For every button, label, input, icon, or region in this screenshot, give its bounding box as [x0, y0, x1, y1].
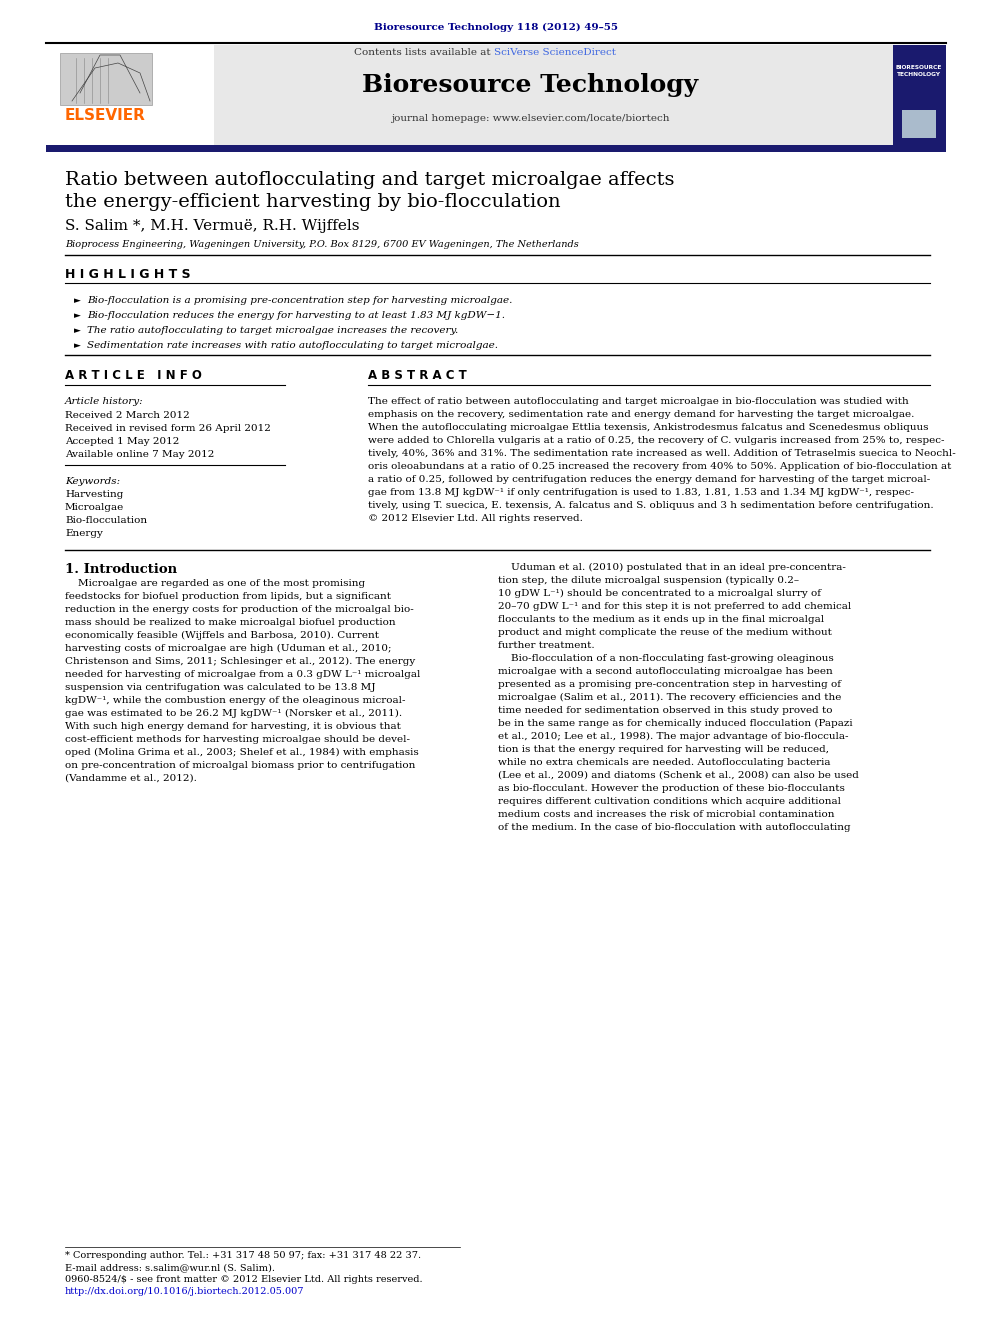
Text: ELSEVIER: ELSEVIER	[64, 108, 146, 123]
Text: SciVerse ScienceDirect: SciVerse ScienceDirect	[494, 48, 616, 57]
Text: When the autoflocculating microalgae Ettlia texensis, Ankistrodesmus falcatus an: When the autoflocculating microalgae Ett…	[368, 423, 929, 433]
Text: Received 2 March 2012: Received 2 March 2012	[65, 411, 189, 419]
Text: Harvesting: Harvesting	[65, 490, 123, 499]
Bar	[46, 45, 946, 146]
Text: The effect of ratio between autoflocculating and target microalgae in bio-floccu: The effect of ratio between autofloccula…	[368, 397, 909, 406]
Text: Bio-flocculation: Bio-flocculation	[65, 516, 147, 525]
Text: on pre-concentration of microalgal biomass prior to centrifugation: on pre-concentration of microalgal bioma…	[65, 761, 416, 770]
Text: ►: ►	[74, 341, 81, 351]
Text: requires different cultivation conditions which acquire additional: requires different cultivation condition…	[498, 796, 841, 806]
Text: Uduman et al. (2010) postulated that in an ideal pre-concentra-: Uduman et al. (2010) postulated that in …	[498, 564, 846, 572]
Text: a ratio of 0.25, followed by centrifugation reduces the energy demand for harves: a ratio of 0.25, followed by centrifugat…	[368, 475, 930, 484]
Text: oris oleoabundans at a ratio of 0.25 increased the recovery from 40% to 50%. App: oris oleoabundans at a ratio of 0.25 inc…	[368, 462, 951, 471]
Text: * Corresponding author. Tel.: +31 317 48 50 97; fax: +31 317 48 22 37.: * Corresponding author. Tel.: +31 317 48…	[65, 1252, 422, 1259]
Text: mass should be realized to make microalgal biofuel production: mass should be realized to make microalg…	[65, 618, 396, 627]
Text: Energy: Energy	[65, 529, 103, 538]
Text: http://dx.doi.org/10.1016/j.biortech.2012.05.007: http://dx.doi.org/10.1016/j.biortech.201…	[65, 1287, 305, 1297]
Text: Received in revised form 26 April 2012: Received in revised form 26 April 2012	[65, 423, 271, 433]
Text: flocculants to the medium as it ends up in the final microalgal: flocculants to the medium as it ends up …	[498, 615, 824, 624]
Bar	[46, 146, 946, 152]
Text: BIORESOURCE
TECHNOLOGY: BIORESOURCE TECHNOLOGY	[896, 65, 942, 77]
Text: 1. Introduction: 1. Introduction	[65, 564, 178, 576]
Text: Bioresource Technology 118 (2012) 49–55: Bioresource Technology 118 (2012) 49–55	[374, 22, 618, 32]
Text: microalgae with a second autoflocculating microalgae has been: microalgae with a second autoflocculatin…	[498, 667, 832, 676]
Text: presented as a promising pre-concentration step in harvesting of: presented as a promising pre-concentrati…	[498, 680, 841, 689]
Text: were added to Chlorella vulgaris at a ratio of 0.25, the recovery of C. vulgaris: were added to Chlorella vulgaris at a ra…	[368, 437, 944, 445]
Text: gae from 13.8 MJ kgDW⁻¹ if only centrifugation is used to 1.83, 1.81, 1.53 and 1: gae from 13.8 MJ kgDW⁻¹ if only centrifu…	[368, 488, 914, 497]
Text: Bioresource Technology: Bioresource Technology	[362, 73, 698, 97]
Text: A R T I C L E   I N F O: A R T I C L E I N F O	[65, 369, 202, 382]
Text: further treatment.: further treatment.	[498, 642, 594, 650]
Text: Article history:: Article history:	[65, 397, 144, 406]
Text: Bio-flocculation reduces the energy for harvesting to at least 1.83 MJ kgDW−1.: Bio-flocculation reduces the energy for …	[87, 311, 505, 320]
Text: ►: ►	[74, 311, 81, 320]
Text: Christenson and Sims, 2011; Schlesinger et al., 2012). The energy: Christenson and Sims, 2011; Schlesinger …	[65, 658, 416, 665]
Text: harvesting costs of microalgae are high (Uduman et al., 2010;: harvesting costs of microalgae are high …	[65, 644, 392, 654]
Text: oped (Molina Grima et al., 2003; Shelef et al., 1984) with emphasis: oped (Molina Grima et al., 2003; Shelef …	[65, 747, 419, 757]
Text: tively, 40%, 36% and 31%. The sedimentation rate increased as well. Addition of : tively, 40%, 36% and 31%. The sedimentat…	[368, 448, 955, 458]
Text: of the medium. In the case of bio-flocculation with autoflocculating: of the medium. In the case of bio-floccu…	[498, 823, 850, 832]
Bar	[60, 53, 152, 105]
Bar	[46, 45, 214, 146]
Text: Bio-flocculation is a promising pre-concentration step for harvesting microalgae: Bio-flocculation is a promising pre-conc…	[87, 296, 513, 306]
Text: 20–70 gDW L⁻¹ and for this step it is not preferred to add chemical: 20–70 gDW L⁻¹ and for this step it is no…	[498, 602, 851, 611]
Bar	[902, 110, 936, 138]
Text: Bioprocess Engineering, Wageningen University, P.O. Box 8129, 6700 EV Wageningen: Bioprocess Engineering, Wageningen Unive…	[65, 239, 578, 249]
Text: journal homepage: www.elsevier.com/locate/biortech: journal homepage: www.elsevier.com/locat…	[391, 114, 670, 123]
Text: Keywords:: Keywords:	[65, 478, 120, 486]
Text: © 2012 Elsevier Ltd. All rights reserved.: © 2012 Elsevier Ltd. All rights reserved…	[368, 515, 583, 523]
Text: tively, using T. suecica, E. texensis, A. falcatus and S. obliquus and 3 h sedim: tively, using T. suecica, E. texensis, A…	[368, 501, 933, 509]
Text: microalgae (Salim et al., 2011). The recovery efficiencies and the: microalgae (Salim et al., 2011). The rec…	[498, 693, 841, 703]
Text: E-mail address: s.salim@wur.nl (S. Salim).: E-mail address: s.salim@wur.nl (S. Salim…	[65, 1263, 275, 1271]
Text: A B S T R A C T: A B S T R A C T	[368, 369, 467, 382]
Text: Microalgae: Microalgae	[65, 503, 124, 512]
Text: H I G H L I G H T S: H I G H L I G H T S	[65, 269, 190, 280]
Text: feedstocks for biofuel production from lipids, but a significant: feedstocks for biofuel production from l…	[65, 591, 391, 601]
Text: economically feasible (Wijffels and Barbosa, 2010). Current: economically feasible (Wijffels and Barb…	[65, 631, 379, 640]
Text: the energy-efficient harvesting by bio-flocculation: the energy-efficient harvesting by bio-f…	[65, 193, 560, 210]
Text: Accepted 1 May 2012: Accepted 1 May 2012	[65, 437, 180, 446]
Text: cost-efficient methods for harvesting microalgae should be devel-: cost-efficient methods for harvesting mi…	[65, 736, 410, 744]
Text: ►: ►	[74, 325, 81, 335]
Text: Sedimentation rate increases with ratio autoflocculating to target microalgae.: Sedimentation rate increases with ratio …	[87, 341, 498, 351]
Text: as bio-flocculant. However the production of these bio-flocculants: as bio-flocculant. However the productio…	[498, 785, 845, 792]
Text: ►: ►	[74, 296, 81, 306]
Text: 0960-8524/$ - see front matter © 2012 Elsevier Ltd. All rights reserved.: 0960-8524/$ - see front matter © 2012 El…	[65, 1275, 423, 1285]
Text: tion step, the dilute microalgal suspension (typically 0.2–: tion step, the dilute microalgal suspens…	[498, 576, 800, 585]
Text: medium costs and increases the risk of microbial contamination: medium costs and increases the risk of m…	[498, 810, 834, 819]
Bar	[893, 45, 946, 146]
Text: needed for harvesting of microalgae from a 0.3 gDW L⁻¹ microalgal: needed for harvesting of microalgae from…	[65, 669, 421, 679]
Text: emphasis on the recovery, sedimentation rate and energy demand for harvesting th: emphasis on the recovery, sedimentation …	[368, 410, 915, 419]
Text: (Lee et al., 2009) and diatoms (Schenk et al., 2008) can also be used: (Lee et al., 2009) and diatoms (Schenk e…	[498, 771, 859, 781]
Text: With such high energy demand for harvesting, it is obvious that: With such high energy demand for harvest…	[65, 722, 401, 732]
Text: suspension via centrifugation was calculated to be 13.8 MJ: suspension via centrifugation was calcul…	[65, 683, 376, 692]
Text: product and might complicate the reuse of the medium without: product and might complicate the reuse o…	[498, 628, 832, 636]
Text: 10 gDW L⁻¹) should be concentrated to a microalgal slurry of: 10 gDW L⁻¹) should be concentrated to a …	[498, 589, 821, 598]
Text: Available online 7 May 2012: Available online 7 May 2012	[65, 450, 214, 459]
Text: Ratio between autoflocculating and target microalgae affects: Ratio between autoflocculating and targe…	[65, 171, 675, 189]
Text: time needed for sedimentation observed in this study proved to: time needed for sedimentation observed i…	[498, 706, 832, 714]
Text: while no extra chemicals are needed. Autoflocculating bacteria: while no extra chemicals are needed. Aut…	[498, 758, 830, 767]
Text: be in the same range as for chemically induced flocculation (Papazi: be in the same range as for chemically i…	[498, 718, 853, 728]
Text: et al., 2010; Lee et al., 1998). The major advantage of bio-floccula-: et al., 2010; Lee et al., 1998). The maj…	[498, 732, 848, 741]
Text: tion is that the energy required for harvesting will be reduced,: tion is that the energy required for har…	[498, 745, 829, 754]
Text: Contents lists available at: Contents lists available at	[354, 48, 494, 57]
Text: kgDW⁻¹, while the combustion energy of the oleaginous microal-: kgDW⁻¹, while the combustion energy of t…	[65, 696, 406, 705]
Text: Bio-flocculation of a non-flocculating fast-growing oleaginous: Bio-flocculation of a non-flocculating f…	[498, 654, 833, 663]
Text: reduction in the energy costs for production of the microalgal bio-: reduction in the energy costs for produc…	[65, 605, 414, 614]
Text: The ratio autoflocculating to target microalgae increases the recovery.: The ratio autoflocculating to target mic…	[87, 325, 458, 335]
Text: gae was estimated to be 26.2 MJ kgDW⁻¹ (Norsker et al., 2011).: gae was estimated to be 26.2 MJ kgDW⁻¹ (…	[65, 709, 402, 718]
Text: (Vandamme et al., 2012).: (Vandamme et al., 2012).	[65, 774, 196, 783]
Text: S. Salim *, M.H. Vermuë, R.H. Wijffels: S. Salim *, M.H. Vermuë, R.H. Wijffels	[65, 220, 359, 233]
Text: Microalgae are regarded as one of the most promising: Microalgae are regarded as one of the mo…	[65, 579, 365, 587]
